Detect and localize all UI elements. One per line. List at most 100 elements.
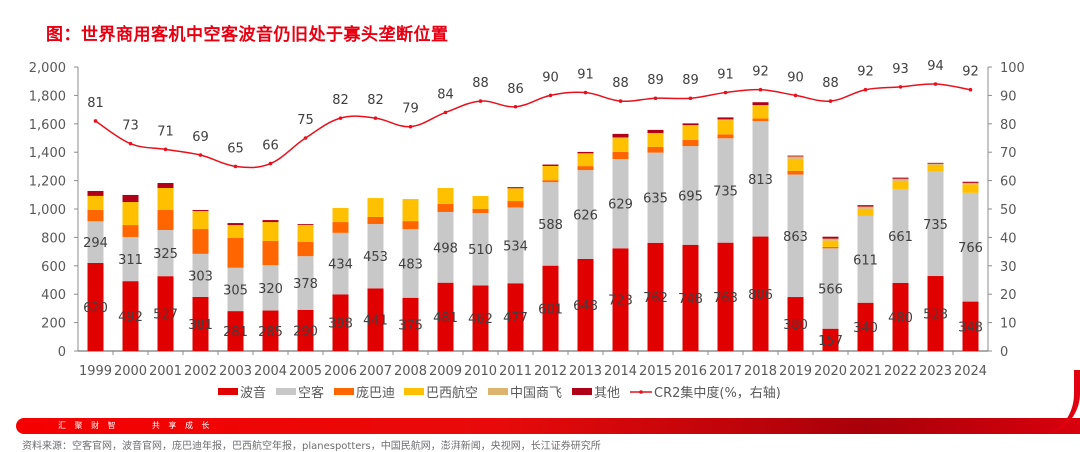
bar-segment [227,223,244,226]
legend-swatch [572,388,592,395]
x-tick-label: 2007 [359,364,392,379]
legend-label: 庞巴迪 [356,385,395,401]
bar-segment [647,152,664,243]
cr2-value-label: 86 [507,82,524,97]
bar-value-label: 629 [608,198,633,213]
bar-value-label: 305 [223,283,248,298]
bar-segment [192,253,209,297]
legend-swatch [334,388,354,395]
bar-segment [612,248,629,351]
chart-title: 图：世界商用客机中空客波音仍旧处于寡头垄断位置 [46,25,449,45]
bar-segment [157,209,174,231]
bar-segment [717,120,734,135]
bar-segment [612,159,629,249]
bar-segment [577,166,594,171]
bar-value-label: 510 [468,243,493,258]
bar-segment [787,170,804,175]
x-tick-label: 2014 [604,364,637,379]
bar-segment [297,309,314,351]
bar-segment [682,125,699,140]
cr2-value-label: 73 [122,119,139,134]
legend-swatch [404,388,424,395]
bar-segment [262,222,279,241]
bar-value-label: 620 [83,301,108,316]
bar-value-label: 348 [958,320,983,335]
bar-segment [927,171,944,277]
y-left-tick-label: 1,600 [29,118,66,133]
x-tick-label: 2000 [114,364,147,379]
cr2-point [618,99,623,103]
bar-segment [927,163,944,165]
bar-segment [157,187,174,210]
cr2-point [828,99,833,103]
bar-value-label: 735 [923,218,948,233]
x-tick-label: 2022 [884,364,917,379]
bar-segment [717,242,734,351]
bar-segment [822,328,839,351]
bar-segment [87,195,104,210]
bar-segment [577,151,594,154]
cr2-value-label: 92 [857,65,874,80]
x-tick-label: 2021 [849,364,882,379]
x-tick-label: 2002 [184,364,217,379]
bar-segment [507,207,524,284]
cr2-point [478,99,483,103]
cr2-value-label: 66 [262,139,279,154]
bar-segment [472,285,489,351]
bar-segment [367,224,384,289]
cr2-point [758,87,763,92]
bar-segment [332,222,349,233]
bar-segment [927,164,944,172]
bar-segment [297,256,314,310]
bar-value-label: 806 [748,288,773,303]
bar-value-label: 480 [888,311,913,326]
y-right-tick-label: 100 [1000,61,1025,76]
cr2-point [233,164,238,169]
bar-segment [787,158,804,171]
bar-value-label: 492 [118,310,143,325]
bar-segment [647,146,664,153]
bar-value-label: 566 [818,283,843,298]
bar-segment [892,282,909,351]
cr2-value-label: 65 [227,141,244,156]
bar-segment [332,208,349,223]
cr2-point [968,87,973,92]
bar-segment [822,238,839,241]
bar-segment [717,138,734,243]
bar-value-label: 748 [678,292,703,307]
x-tick-label: 2009 [429,364,462,379]
cr2-value-label: 89 [647,73,664,88]
bar-segment [682,125,699,126]
bar-segment [157,230,174,277]
bar-segment [752,105,769,106]
cr2-value-label: 88 [822,76,839,91]
bar-segment [402,297,419,351]
bar-segment [822,248,839,329]
bar-value-label: 635 [643,192,668,207]
cr2-value-label: 91 [717,68,734,83]
legend: 波音 空客 庞巴迪 巴西航空 中国商飞 其他 CR2集中度(%，右轴) [218,385,781,401]
bar-segment [437,211,454,283]
cr2-point [303,136,308,140]
bar-value-label: 863 [783,230,808,245]
bar-segment [367,288,384,351]
y-right-tick-label: 30 [1000,260,1017,275]
bar-segment [682,123,699,126]
bar-value-label: 527 [153,308,178,323]
y-left-tick-label: 1,400 [29,146,66,161]
bar-segment [262,265,279,311]
bar-segment [962,301,979,351]
bar-segment [402,221,419,230]
bar-segment [227,267,244,312]
bars [87,102,979,351]
bar-value-label: 398 [328,317,353,332]
bar-segment [542,265,559,351]
bar-segment [262,220,279,223]
y-right-tick-label: 50 [1000,203,1017,218]
bar-value-label: 294 [83,236,108,251]
bar-value-label: 320 [258,282,283,297]
bar-value-label: 695 [678,189,703,204]
y-left-tick-label: 0 [58,345,66,360]
bar-value-label: 534 [503,239,528,254]
bar-value-label: 378 [293,277,318,292]
